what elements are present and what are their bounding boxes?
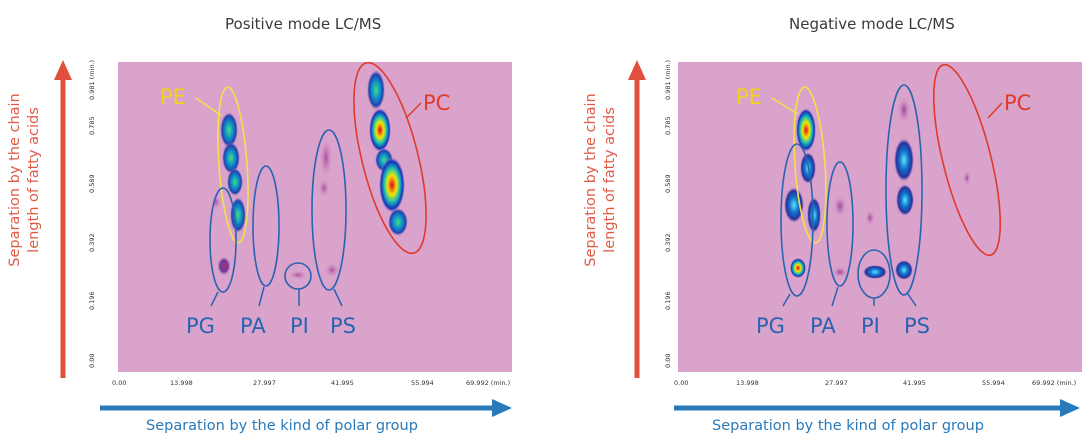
label-pc: PC [1004,91,1031,115]
leader-pc [405,102,422,119]
spot-pc [379,157,405,213]
vertical-arrow-head [54,60,72,80]
spot-pg [790,258,806,278]
panel-negative-mode: Negative mode LC/MS Separation by the ch… [570,0,1082,439]
spot-ps [897,96,911,124]
outline-ps [311,129,347,291]
plot-svg: PE PC PG PA PI PS 0.00 13.998 27.997 41.… [628,60,1082,417]
horizontal-arrow-head [492,399,512,417]
plot-svg: PE PC PG PA PI PS 0.00 13.998 27.997 41.… [54,60,512,417]
spot-pe [807,197,821,233]
leader-pa [831,286,839,307]
vertical-arrow-head [628,60,646,80]
y-tick: 0.589 [664,174,672,193]
y-tick: 0.196 [88,291,96,310]
outline-pg [780,143,814,297]
outline-ps [885,84,923,296]
outline-pa [826,161,854,287]
label-ps: PS [904,314,930,338]
y-tick: 0.00 [664,354,672,368]
leader-pe [195,97,223,117]
label-pg: PG [186,314,215,338]
leader-ps [907,293,917,307]
leader-pe [771,97,799,115]
leader-pg [782,293,791,307]
outline-pi [284,262,312,290]
y-tick: 0.00 [88,354,96,368]
spot-pe [227,168,243,196]
label-pi: PI [861,314,880,338]
spot-ps [319,136,333,180]
panel-title: Positive mode LC/MS [225,15,382,33]
x-tick: 13.998 [170,379,193,387]
spot-pc [963,170,971,186]
outline-pa [252,165,280,287]
outline-pe [793,86,827,244]
label-pi: PI [290,314,309,338]
x-axis-label: Separation by the kind of polar group [712,418,984,434]
x-tick: 69.992 (min.) [1032,379,1076,387]
spot-ps [318,178,330,198]
x-tick: 27.997 [825,379,848,387]
x-tick: 55.994 [411,379,434,387]
panel-title: Negative mode LC/MS [789,15,955,33]
spot-pe [796,108,816,152]
spot-ps [896,184,914,216]
y-tick: 0.785 [664,116,672,135]
label-pc: PC [423,91,450,115]
x-tick: 0.00 [112,379,126,387]
x-tick: 27.997 [253,379,276,387]
leader-pa [258,286,265,307]
y-tick: 0.981 (min.) [664,60,672,100]
label-pg: PG [756,314,785,338]
x-tick: 69.992 (min.) [466,379,510,387]
panel-positive-mode: Positive mode LC/MS Separation by the ch… [0,0,540,439]
spot-pe [222,142,240,174]
spot-ps [324,262,340,278]
spot-pc [369,108,391,152]
spot-pc [388,208,408,236]
horizontal-arrow-head [1060,399,1080,417]
spot-ps [894,138,914,182]
x-tick: 41.995 [903,379,926,387]
y-tick: 0.981 (min.) [88,60,96,100]
spot-pa [865,210,875,226]
spot-ps [895,260,913,280]
y-tick: 0.785 [88,116,96,135]
y-tick: 0.196 [664,291,672,310]
spot-pi [863,265,887,279]
spot-pi [288,270,308,280]
label-pa: PA [240,314,266,338]
outline-pc [353,61,427,255]
y-tick: 0.589 [88,174,96,193]
spot-pa [833,194,847,218]
label-ps: PS [330,314,356,338]
spot-pc [367,70,385,110]
x-tick: 0.00 [674,379,688,387]
x-tick: 55.994 [982,379,1005,387]
heatmap-background [118,62,512,372]
heatmap-background [678,62,1082,372]
label-pa: PA [810,314,836,338]
spot-pa [832,266,848,278]
label-pe: PE [160,85,186,109]
y-tick: 0.392 [88,233,96,252]
spot-pe [220,112,238,148]
spot-pg [217,256,231,276]
x-tick: 13.998 [736,379,759,387]
spot-pg [784,187,804,223]
label-pe: PE [736,85,762,109]
spot-pe [230,197,246,233]
x-axis-label: Separation by the kind of polar group [146,418,418,434]
leader-pg [210,291,219,307]
y-tick: 0.392 [664,233,672,252]
outline-pg [209,187,237,293]
leader-pc [987,102,1003,119]
leader-ps [333,288,343,307]
x-tick: 41.995 [331,379,354,387]
outline-pc [932,63,1002,257]
outline-pe [217,86,249,244]
